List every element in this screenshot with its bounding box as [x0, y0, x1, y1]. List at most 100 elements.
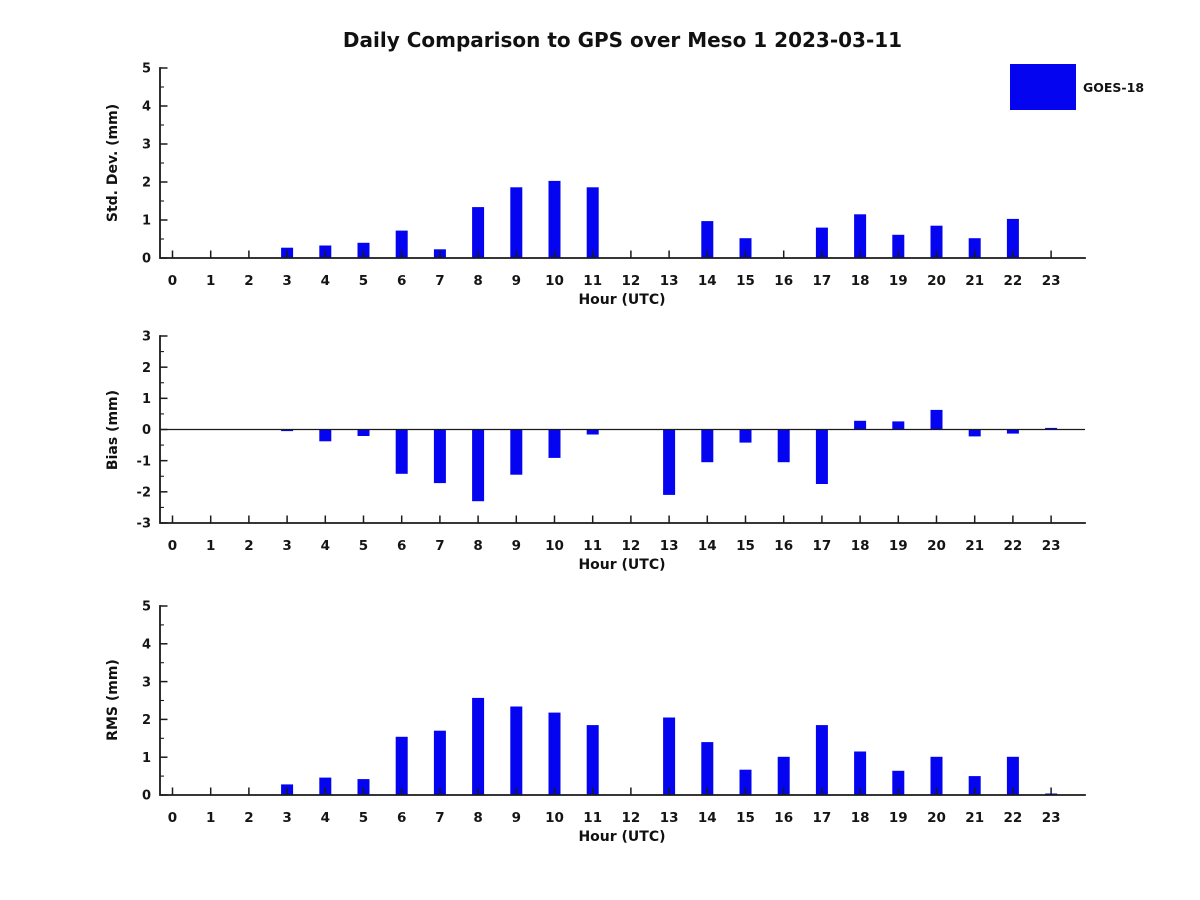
- x-tick-label: 18: [851, 538, 870, 554]
- bar-rms-h18: [854, 751, 867, 795]
- x-tick-label: 15: [736, 810, 755, 826]
- x-tick-label: 21: [965, 538, 984, 554]
- x-tick-label: 20: [927, 538, 946, 554]
- axes-spines: [159, 67, 1086, 259]
- bar-std-dev-h22: [1006, 218, 1019, 258]
- x-axis-label-std-dev: Hour (UTC): [578, 292, 665, 308]
- y-axis-label-std-dev: Std. Dev. (mm): [105, 104, 121, 222]
- bar-std-dev-h17: [815, 227, 828, 258]
- bar-rms-h11: [586, 725, 599, 795]
- x-tick-label: 16: [774, 538, 793, 554]
- bar-bias-h8: [472, 429, 485, 502]
- y-tick-label: 2: [142, 713, 151, 728]
- x-tick-label: 12: [622, 273, 641, 289]
- x-tick-label: 15: [736, 538, 755, 554]
- x-tick-label: 7: [435, 538, 444, 554]
- x-tick-label: 9: [512, 538, 521, 554]
- x-tick-label: 5: [359, 538, 368, 554]
- bar-bias-h11: [586, 429, 599, 435]
- bar-rms-h15: [739, 769, 752, 795]
- chart-title: Daily Comparison to GPS over Meso 1 2023…: [342, 28, 903, 52]
- x-tick-label: 8: [473, 273, 482, 289]
- bar-rms-h14: [701, 742, 714, 795]
- y-tick-label: 2: [142, 361, 151, 376]
- y-tick-label: 0: [142, 252, 151, 267]
- y-tick-label: -3: [137, 517, 151, 532]
- x-tick-label: 12: [622, 810, 641, 826]
- bar-rms-h19: [892, 770, 905, 795]
- x-tick-label: 0: [168, 273, 177, 289]
- x-tick-label: 17: [813, 538, 832, 554]
- x-tick-label: 10: [545, 810, 564, 826]
- bar-bias-h20: [930, 409, 943, 430]
- bar-rms-h21: [968, 776, 981, 795]
- x-tick-label: 9: [512, 810, 521, 826]
- x-tick-label: 22: [1004, 273, 1023, 289]
- x-tick-label: 23: [1042, 538, 1061, 554]
- legend: GOES-18: [1010, 64, 1144, 110]
- bar-bias-h10: [548, 429, 561, 458]
- bar-std-dev-h14: [701, 221, 714, 258]
- bar-bias-h13: [663, 429, 676, 495]
- bar-rms-h20: [930, 756, 943, 795]
- bar-bias-h21: [968, 429, 981, 437]
- bar-rms-h17: [815, 725, 828, 795]
- bar-rms-h6: [395, 736, 408, 795]
- y-tick-label: 2: [142, 176, 151, 191]
- y-tick-label: 3: [142, 675, 151, 690]
- bar-rms-h16: [777, 756, 790, 795]
- bar-rms-h5: [357, 779, 370, 795]
- bar-rms-h7: [433, 730, 446, 795]
- x-tick-label: 20: [927, 810, 946, 826]
- bar-std-dev-h8: [472, 207, 485, 258]
- x-tick-label: 16: [774, 810, 793, 826]
- x-tick-label: 18: [851, 810, 870, 826]
- x-tick-label: 7: [435, 273, 444, 289]
- x-tick-label: 3: [282, 538, 291, 554]
- bar-bias-h9: [510, 429, 523, 475]
- x-tick-label: 11: [583, 538, 602, 554]
- x-axis-label-bias: Hour (UTC): [578, 557, 665, 573]
- bar-std-dev-h9: [510, 187, 523, 258]
- y-tick-label: -2: [137, 486, 151, 501]
- x-tick-label: 7: [435, 810, 444, 826]
- x-tick-label: 3: [282, 273, 291, 289]
- x-tick-label: 20: [927, 273, 946, 289]
- y-tick-label: 5: [142, 62, 151, 77]
- x-tick-label: 10: [545, 538, 564, 554]
- bar-bias-h15: [739, 429, 752, 443]
- y-axis-label-bias: Bias (mm): [105, 390, 121, 470]
- bar-std-dev-h6: [395, 230, 408, 258]
- bar-std-dev-h20: [930, 225, 943, 258]
- bar-rms-h9: [510, 706, 523, 795]
- x-tick-label: 4: [321, 810, 330, 826]
- bar-bias-h6: [395, 429, 408, 474]
- x-tick-label: 17: [813, 273, 832, 289]
- bar-std-dev-h5: [357, 242, 370, 258]
- x-tick-label: 13: [660, 538, 679, 554]
- bar-std-dev-h19: [892, 234, 905, 258]
- x-axis-label-rms: Hour (UTC): [578, 829, 665, 845]
- y-axis-label-rms: RMS (mm): [105, 659, 121, 741]
- bar-bias-h7: [433, 429, 446, 484]
- x-tick-label: 21: [965, 810, 984, 826]
- x-tick-label: 22: [1004, 810, 1023, 826]
- x-tick-label: 2: [244, 538, 253, 554]
- bar-bias-h4: [319, 429, 332, 442]
- y-tick-label: -1: [137, 454, 151, 469]
- bar-std-dev-h21: [968, 238, 981, 258]
- x-tick-label: 5: [359, 810, 368, 826]
- x-tick-label: 11: [583, 273, 602, 289]
- y-tick-label: 0: [142, 789, 151, 804]
- x-tick-label: 6: [397, 538, 406, 554]
- bar-rms-h22: [1006, 756, 1019, 795]
- bar-bias-h3: [281, 429, 294, 432]
- x-tick-label: 6: [397, 273, 406, 289]
- bar-bias-h17: [815, 429, 828, 484]
- x-tick-label: 15: [736, 273, 755, 289]
- x-tick-label: 2: [244, 273, 253, 289]
- bar-bias-h16: [777, 429, 790, 463]
